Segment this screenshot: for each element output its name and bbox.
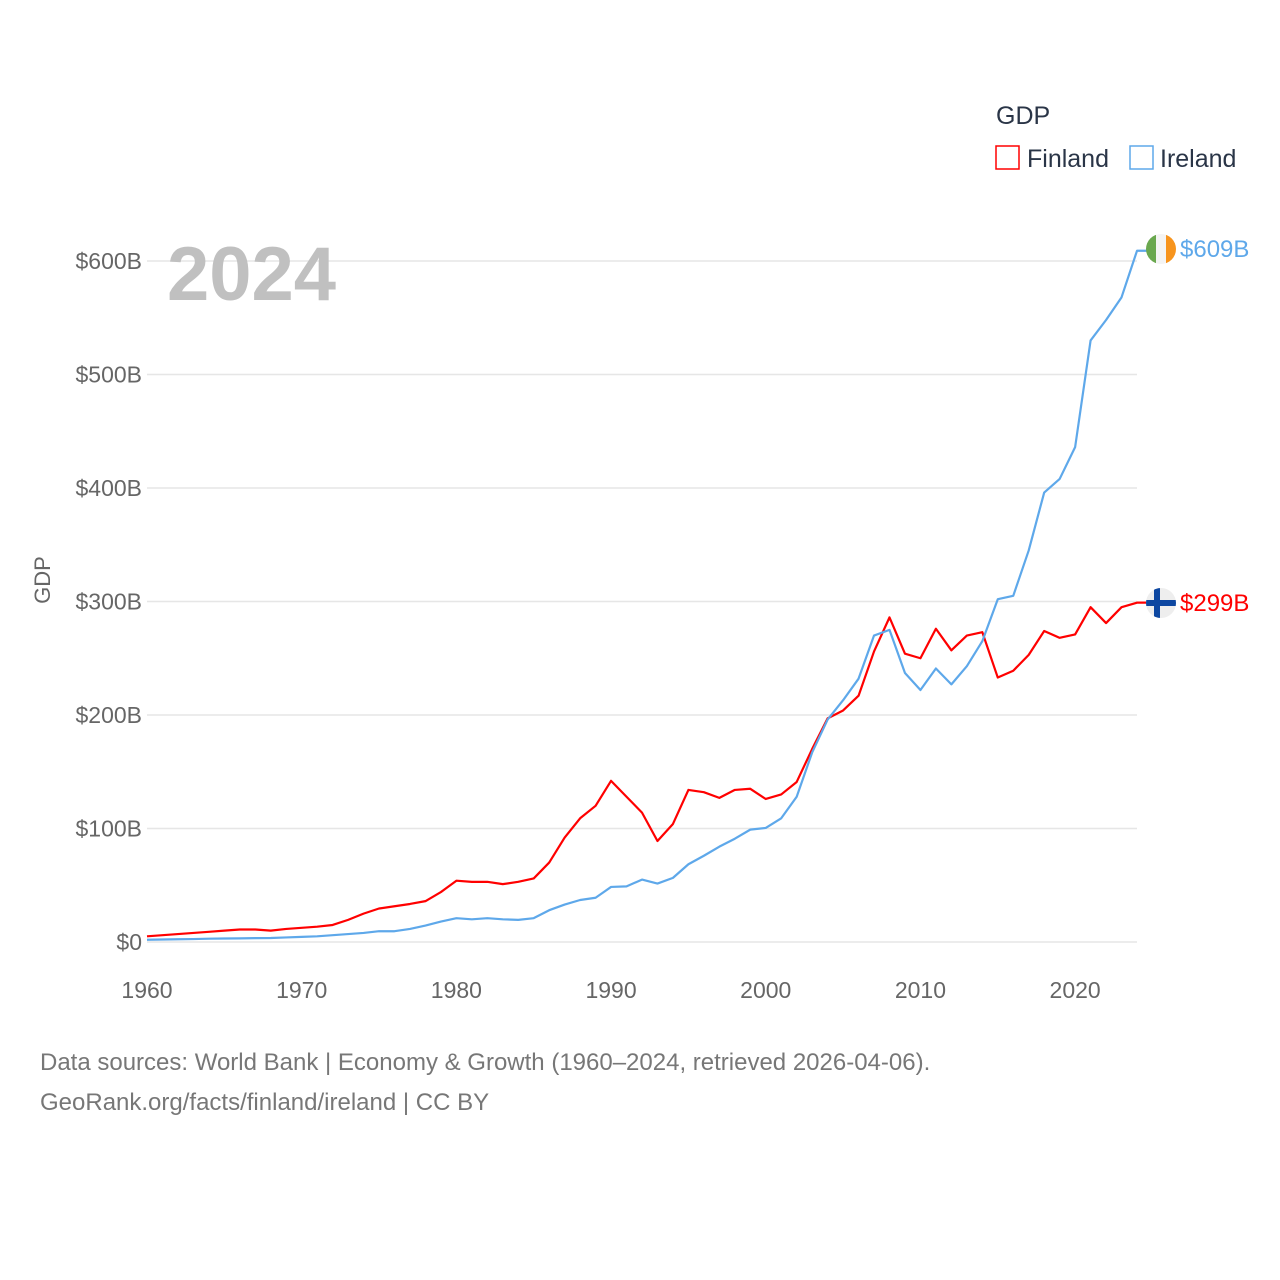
legend-label-ireland: Ireland [1160,145,1236,173]
y-tick-label: $600B [75,248,142,274]
x-tick-label: 2000 [740,977,791,1003]
y-tick-label: $400B [75,475,142,501]
finland-end-label: $299B [1180,590,1249,617]
legend: GDP Finland Ireland [995,102,1236,173]
ireland-flag-icon [1146,234,1176,264]
x-tick-label: 1980 [431,977,482,1003]
y-axis-label: GDP [30,556,55,604]
source-line: Data sources: World Bank | Economy & Gro… [40,1049,931,1076]
legend-item-finland[interactable]: Finland [995,145,1109,173]
x-tick-label: 1960 [121,977,172,1003]
y-tick-label: $100B [75,816,142,842]
year-watermark: 2024 [167,232,336,317]
data-source-footer: Data sources: World Bank | Economy & Gro… [40,1043,930,1123]
x-tick-label: 2010 [895,977,946,1003]
y-tick-label: $500B [75,362,142,388]
series-line-finland [146,601,1147,938]
legend-title: GDP [996,102,1050,130]
legend-item-ireland[interactable]: Ireland [1129,145,1236,173]
x-tick-label: 1990 [585,977,636,1003]
x-tick-label: 2020 [1050,977,1101,1003]
series-line-ireland [146,249,1147,941]
y-tick-label: $200B [75,702,142,728]
y-tick-label: $0 [116,929,142,955]
x-tick-label: 1970 [276,977,327,1003]
attribution-link[interactable]: GeoRank.org/facts/finland/ireland | CC B… [40,1089,490,1116]
legend-swatch-ireland [1129,145,1154,170]
legend-label-finland: Finland [1027,145,1109,173]
legend-swatch-finland [995,145,1020,170]
finland-flag-icon [1146,588,1176,618]
ireland-end-label: $609B [1180,236,1249,263]
y-tick-label: $300B [75,589,142,615]
